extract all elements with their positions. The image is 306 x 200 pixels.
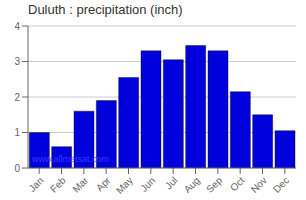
svg-text:4: 4 — [14, 21, 20, 32]
svg-text:Aug: Aug — [182, 175, 202, 195]
svg-text:May: May — [114, 175, 135, 196]
html-text:Duluth : precipitation (inch): Duluth : precipitation (inch) — [28, 2, 183, 17]
svg-text:Jul: Jul — [163, 175, 180, 192]
svg-text:2: 2 — [14, 92, 20, 103]
svg-text:Feb: Feb — [48, 174, 68, 194]
svg-text:Sep: Sep — [204, 174, 225, 195]
svg-text:Jan: Jan — [26, 175, 45, 194]
svg-text:Apr: Apr — [94, 174, 113, 193]
svg-text:Nov: Nov — [249, 175, 269, 195]
html-text:www.allmetsat.com: www.allmetsat.com — [32, 154, 109, 164]
svg-text:3: 3 — [14, 56, 20, 67]
svg-text:Dec: Dec — [271, 175, 291, 195]
svg-text:Jun: Jun — [138, 175, 157, 194]
svg-text:Oct: Oct — [228, 175, 247, 194]
svg-text:Mar: Mar — [70, 174, 90, 194]
svg-text:1: 1 — [14, 127, 20, 138]
svg-text:0: 0 — [14, 163, 20, 174]
